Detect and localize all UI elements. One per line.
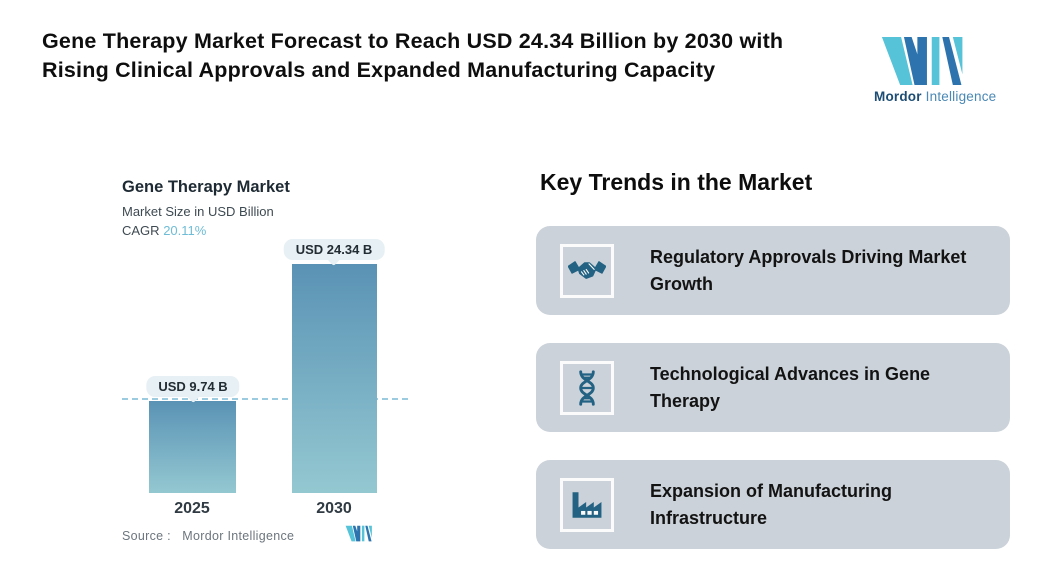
brand-name-regular: Intelligence: [925, 89, 997, 104]
x-axis-label-2030: 2030: [316, 500, 352, 517]
dna-icon-box: [560, 360, 614, 415]
trend-card-text: Expansion of Manufacturing Infrastructur…: [650, 480, 893, 528]
bar-2030: [292, 264, 377, 493]
mini-brand-logo-icon: [345, 525, 372, 542]
chart-source: Source : Mordor Intelligence: [122, 529, 294, 543]
chart-subtitle: Market Size in USD Billion: [122, 204, 274, 219]
brand-logo: Mordor Intelligence: [874, 36, 996, 104]
trend-cards: Regulatory Approvals Driving Market Grow…: [536, 226, 1010, 549]
mordor-intelligence-logo-icon: [881, 37, 963, 85]
trends-heading: Key Trends in the Market: [540, 169, 813, 195]
factory-icon-box: [560, 477, 614, 532]
value-badge-2025: USD 9.74 B: [146, 376, 240, 397]
trend-card-text: Regulatory Approvals Driving Market Grow…: [650, 246, 967, 294]
trend-card-manufacturing: Expansion of Manufacturing Infrastructur…: [536, 460, 1010, 549]
bar-chart: USD 9.74 B USD 24.34 B 2025 2030: [120, 236, 420, 536]
page-title: Gene Therapy Market Forecast to Reach US…: [42, 29, 784, 83]
chart-title: Gene Therapy Market: [122, 178, 290, 196]
trend-card-regulatory: Regulatory Approvals Driving Market Grow…: [536, 226, 1010, 315]
trend-card-text: Technological Advances in Gene Therapy: [650, 363, 931, 411]
dna-icon: [579, 369, 595, 406]
chart-header: Gene Therapy Market Market Size in USD B…: [122, 178, 422, 238]
handshake-icon-box: [560, 243, 614, 298]
brand-name-bold: Mordor: [874, 89, 922, 104]
source-label: Source :: [122, 529, 171, 543]
cagr-value: 20.11%: [163, 223, 207, 238]
x-axis-label-2025: 2025: [174, 500, 210, 517]
bar-2025: [149, 401, 236, 493]
value-badge-2030: USD 24.34 B: [283, 239, 385, 260]
chart-cagr: CAGR 20.11%: [122, 223, 422, 238]
brand-name: Mordor Intelligence: [874, 89, 996, 104]
handshake-icon: [568, 260, 606, 279]
dashed-guide-line: [122, 398, 408, 400]
source-value: Mordor Intelligence: [182, 529, 295, 543]
factory-icon: [572, 491, 602, 518]
trend-card-technology: Technological Advances in Gene Therapy: [536, 343, 1010, 432]
cagr-label: CAGR: [122, 223, 160, 238]
